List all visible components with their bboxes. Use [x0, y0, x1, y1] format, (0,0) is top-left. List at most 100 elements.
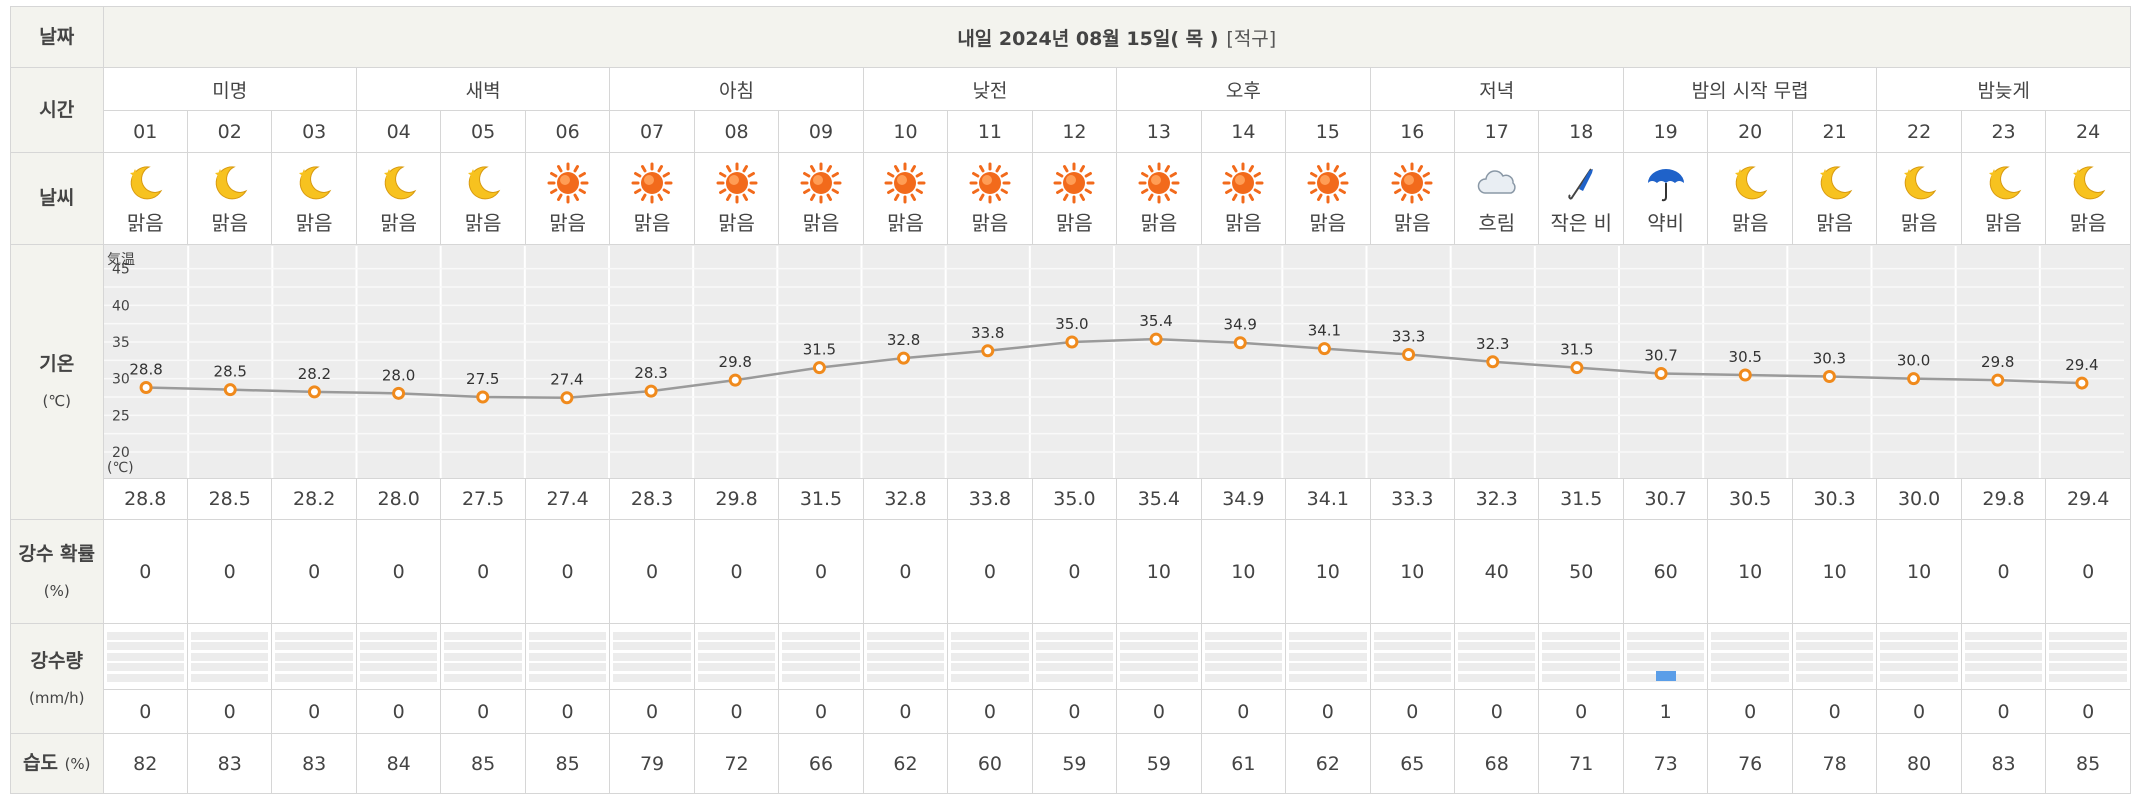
temperature-data-label: 32.8: [886, 331, 919, 349]
weather-cell: 약비: [1622, 152, 1709, 245]
weather-text: 약비: [1647, 211, 1685, 235]
hour-cell: 05: [440, 110, 526, 153]
weather-text: 맑음: [1393, 211, 1431, 235]
sun-icon: [1391, 162, 1433, 204]
temperature-point: [980, 343, 994, 357]
humidity-label-text: 습도: [22, 752, 58, 775]
temp-value: 27.4: [524, 478, 611, 520]
precip-prob-value: 0: [440, 519, 526, 624]
precip-amount-value: 0: [440, 689, 526, 734]
precip-amount-value: 0: [862, 689, 949, 734]
temperature-point: [1064, 335, 1078, 348]
sun-icon: [631, 162, 673, 204]
weather-text: 맑음: [549, 211, 586, 235]
temperature-point: [1149, 332, 1163, 346]
region-link[interactable]: [적구]: [1226, 27, 1277, 50]
temperature-data-label: 27.4: [550, 370, 583, 388]
temperature-data-label: 34.1: [1307, 321, 1340, 339]
precip-bar-cell: [271, 623, 357, 690]
moon-icon: [214, 166, 248, 200]
precip-bar-cell: [1369, 623, 1456, 690]
temperature-point: [1485, 354, 1499, 368]
precip-prob-value: 0: [355, 519, 442, 624]
temperature-data-label: 30.7: [1644, 346, 1677, 364]
y-tick-label: 30: [112, 371, 130, 387]
precip-bar-cell: [862, 623, 949, 690]
hour-cell: 21: [1791, 110, 1878, 153]
hour-cell: 19: [1622, 110, 1709, 153]
hour-cell: 01: [102, 110, 188, 153]
precip-prob-value: 60: [1622, 519, 1709, 624]
humidity-value: 80: [1876, 733, 1962, 794]
temperature-line-chart: 気温 (℃)20 25 30 35 40 45 28.8 28.5 28.2 28.0 27.5 27.…: [103, 245, 2124, 478]
precip-amount-value: 0: [1707, 689, 1793, 734]
precip-prob-value: 10: [1116, 519, 1202, 624]
y-tick-label: 35: [112, 335, 130, 351]
temperature-data-label: 32.3: [1476, 334, 1509, 352]
hour-cell: 11: [947, 110, 1033, 153]
hour-cell: 04: [355, 110, 442, 153]
sun-icon: [547, 162, 589, 204]
precip-prob-value: 10: [1876, 519, 1962, 624]
temperature-data-label: 33.3: [1391, 327, 1424, 345]
hour-cell: 23: [1960, 110, 2047, 153]
temperature-data-label: 28.5: [213, 362, 246, 380]
hour-cell: 10: [862, 110, 949, 153]
humidity-value: 83: [1960, 733, 2047, 794]
precip-bar-cell: [1538, 623, 1624, 690]
precip-prob-value: 0: [1031, 519, 1118, 624]
hour-cell: 20: [1707, 110, 1793, 153]
humidity-value: 85: [2045, 733, 2131, 794]
humidity-value: 72: [693, 733, 780, 794]
hour-cell: 14: [1200, 110, 1287, 153]
precip-amount-label-text: 강수량: [30, 649, 83, 672]
humidity-value: 62: [862, 733, 949, 794]
humidity-value: 83: [271, 733, 357, 794]
weather-cell: 맑음: [271, 152, 357, 245]
forecast-date-title: 내일 2024년 08월 15일( 목 ) [적구]: [102, 6, 2131, 68]
precip-bar-cell: [609, 623, 695, 690]
temp-value: 35.0: [1031, 478, 1118, 520]
humidity-value: 66: [778, 733, 864, 794]
temperature-point: [896, 351, 910, 365]
temp-value: 31.5: [778, 478, 864, 520]
weather-text: 맑음: [802, 211, 840, 235]
hour-cell: 13: [1116, 110, 1202, 153]
temperature-data-label: 35.0: [1055, 315, 1088, 333]
humidity-value: 60: [947, 733, 1033, 794]
temp-value: 31.5: [1538, 478, 1624, 520]
temp-value: 30.7: [1622, 478, 1709, 520]
precip-bar-cell: [1791, 623, 1878, 690]
weather-cell: 맑음: [1876, 152, 1962, 245]
weather-cell: 맑음: [862, 152, 949, 245]
sun-icon: [716, 162, 758, 204]
humidity-value: 62: [1285, 733, 1371, 794]
precip-prob-value: 10: [1791, 519, 1878, 624]
humidity-value: 84: [355, 733, 442, 794]
temp-label: 기온 (℃): [10, 244, 104, 520]
precip-bar-cell: [1622, 623, 1709, 690]
temperature-point: [391, 386, 405, 400]
precip-amount-value: 1: [1622, 689, 1709, 734]
temperature-point: [1654, 366, 1668, 380]
temperature-point: [307, 384, 321, 398]
sun-icon: [800, 162, 842, 204]
weather-text: 맑음: [1224, 211, 1262, 235]
hour-cell: 12: [1031, 110, 1118, 153]
precip-prob-value: 10: [1369, 519, 1456, 624]
precip-amount-value: 0: [1791, 689, 1878, 734]
sun-icon: [1053, 162, 1095, 204]
hour-cell: 02: [186, 110, 273, 153]
humidity-unit: (%): [64, 755, 91, 774]
precip-bar: [1655, 671, 1676, 681]
temperature-data-label: 30.5: [1728, 348, 1761, 366]
precip-amount-value: 0: [1960, 689, 2047, 734]
temperature-point: [812, 360, 826, 374]
y-tick-label: 25: [112, 408, 130, 424]
precip-bar-cell: [1454, 623, 1540, 690]
precip-amount-value: 0: [2045, 689, 2131, 734]
weather-text: 맑음: [1309, 211, 1347, 235]
period-label: 밤늦게: [1876, 67, 2131, 111]
period-label: 아침: [609, 67, 864, 111]
